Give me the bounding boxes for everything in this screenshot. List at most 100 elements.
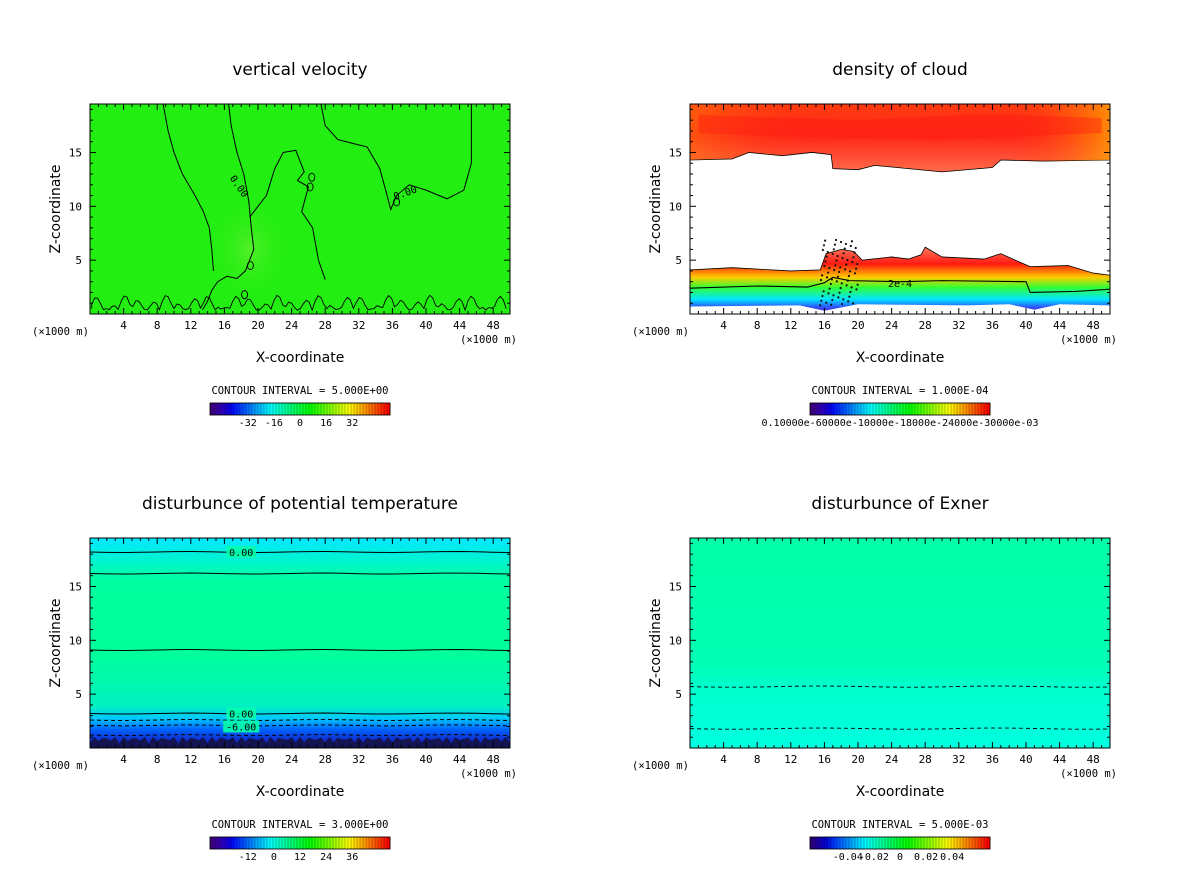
colorbar-cell — [302, 836, 307, 850]
lower-cloud-layer — [690, 246, 1110, 314]
colorbar-frame — [209, 836, 391, 850]
x-tick-label: 24 — [285, 319, 299, 332]
colorbar-cell — [308, 402, 313, 416]
y-tick-label: 15 — [69, 146, 82, 159]
x-tick-label: 20 — [851, 753, 864, 766]
convective-speck — [828, 266, 831, 270]
colorbar-cell — [296, 836, 301, 850]
colorbar-cell — [914, 836, 919, 850]
colorbar-cell — [347, 836, 352, 850]
colorbar-cell — [311, 402, 316, 416]
colorbar-cell — [251, 836, 256, 850]
colorbar-cell — [842, 836, 847, 850]
colorbar-cell — [383, 836, 388, 850]
axis-unit-left: (×1000 m) — [32, 326, 89, 338]
convective-speck — [835, 259, 838, 262]
contour-label-text: 0.00 — [229, 710, 253, 721]
colorbar-cell — [239, 402, 244, 416]
contour-line-left — [202, 104, 255, 310]
convective-speck — [824, 239, 827, 242]
colorbar-cell — [824, 836, 829, 850]
colorbar-cell — [920, 402, 925, 416]
colorbar-cell — [341, 836, 346, 850]
colorbar-cell — [944, 836, 949, 850]
colorbar-cell — [239, 836, 244, 850]
contour-label-bg — [223, 720, 260, 733]
colorbar-cell — [890, 402, 895, 416]
colorbar-cell — [836, 402, 841, 416]
colorbar-cell — [878, 836, 883, 850]
plot-area — [90, 538, 510, 748]
x-tick-label: 28 — [319, 753, 332, 766]
convective-speck — [824, 260, 827, 263]
convective-speck — [821, 294, 824, 298]
plot-area — [90, 104, 510, 314]
contour-line-top — [90, 550, 510, 554]
colorbar-label: 0.10000e-60000e-10000e-18000e-24000e-300… — [762, 418, 1039, 429]
colorbar-cell — [908, 836, 913, 850]
colorbar-cell — [209, 402, 214, 416]
colorbar-cell — [899, 836, 904, 850]
field-fill — [690, 538, 1110, 748]
colorbar-cell — [281, 402, 286, 416]
plot-area — [690, 538, 1110, 748]
colorbar-cell — [212, 836, 217, 850]
colorbar-cell — [956, 836, 961, 850]
contour-label: 0.00 — [226, 546, 256, 559]
colorbar-cell — [842, 402, 847, 416]
axis-unit-left: (×1000 m) — [632, 760, 689, 772]
colorbar-cell — [860, 402, 865, 416]
colorbar-cell — [287, 836, 292, 850]
contour-interval: CONTOUR INTERVAL = 3.000E+00 — [211, 819, 388, 831]
colorbar-cell — [320, 402, 325, 416]
colorbar-cell — [827, 402, 832, 416]
x-tick-label: 44 — [1053, 753, 1067, 766]
contour-loop — [308, 172, 316, 182]
convective-speck — [841, 256, 844, 260]
colorbar-cell — [353, 402, 358, 416]
x-tick-label: 24 — [885, 753, 899, 766]
colorbar-cell — [818, 836, 823, 850]
x-tick-label: 48 — [1087, 753, 1100, 766]
convective-speck — [830, 278, 834, 281]
y-axis-label: Z-coordinate — [648, 598, 664, 687]
colorbar-cell — [263, 402, 268, 416]
colorbar-cell — [887, 836, 892, 850]
x-tick-label: 32 — [952, 319, 965, 332]
colorbar-cell — [326, 402, 331, 416]
convective-speck — [853, 251, 856, 254]
convective-speck — [821, 248, 824, 252]
y-tick-label: 15 — [69, 580, 82, 593]
colorbar-cell — [305, 836, 310, 850]
colorbar-cell — [812, 836, 817, 850]
colorbar-cell — [860, 836, 865, 850]
contour-label: 2e-4 — [888, 279, 912, 290]
contour-line-center — [249, 149, 326, 280]
x-tick-label: 20 — [251, 753, 264, 766]
colorbar-cell — [350, 402, 355, 416]
contour-interval: CONTOUR INTERVAL = 5.000E-03 — [811, 819, 988, 831]
contour-label: -6.00 — [223, 720, 260, 733]
colorbar-cell — [356, 836, 361, 850]
colorbar-label: -0.02 — [859, 852, 889, 863]
colorbar-cell — [983, 402, 988, 416]
x-tick-label: 8 — [154, 753, 161, 766]
contour-label-text: 0.00 — [229, 548, 253, 559]
colorbar-cell — [236, 402, 241, 416]
colorbar-cell — [830, 836, 835, 850]
colorbar-cell — [260, 836, 265, 850]
panel-theta: disturbunce of potential temperature 0.00… — [32, 494, 517, 863]
convective-speck — [848, 295, 851, 298]
colorbar-cell — [854, 836, 859, 850]
colorbar-cell — [377, 836, 382, 850]
colorbar-cell — [383, 402, 388, 416]
colorbar-cell — [839, 402, 844, 416]
colorbar-cell — [845, 402, 850, 416]
x-tick-label: 32 — [352, 753, 365, 766]
contour-line-low — [90, 712, 510, 715]
colorbar-label: 0 — [897, 852, 903, 863]
convective-speck — [820, 274, 824, 277]
contour-line-dashed — [690, 727, 1110, 730]
colorbar-cell — [377, 402, 382, 416]
